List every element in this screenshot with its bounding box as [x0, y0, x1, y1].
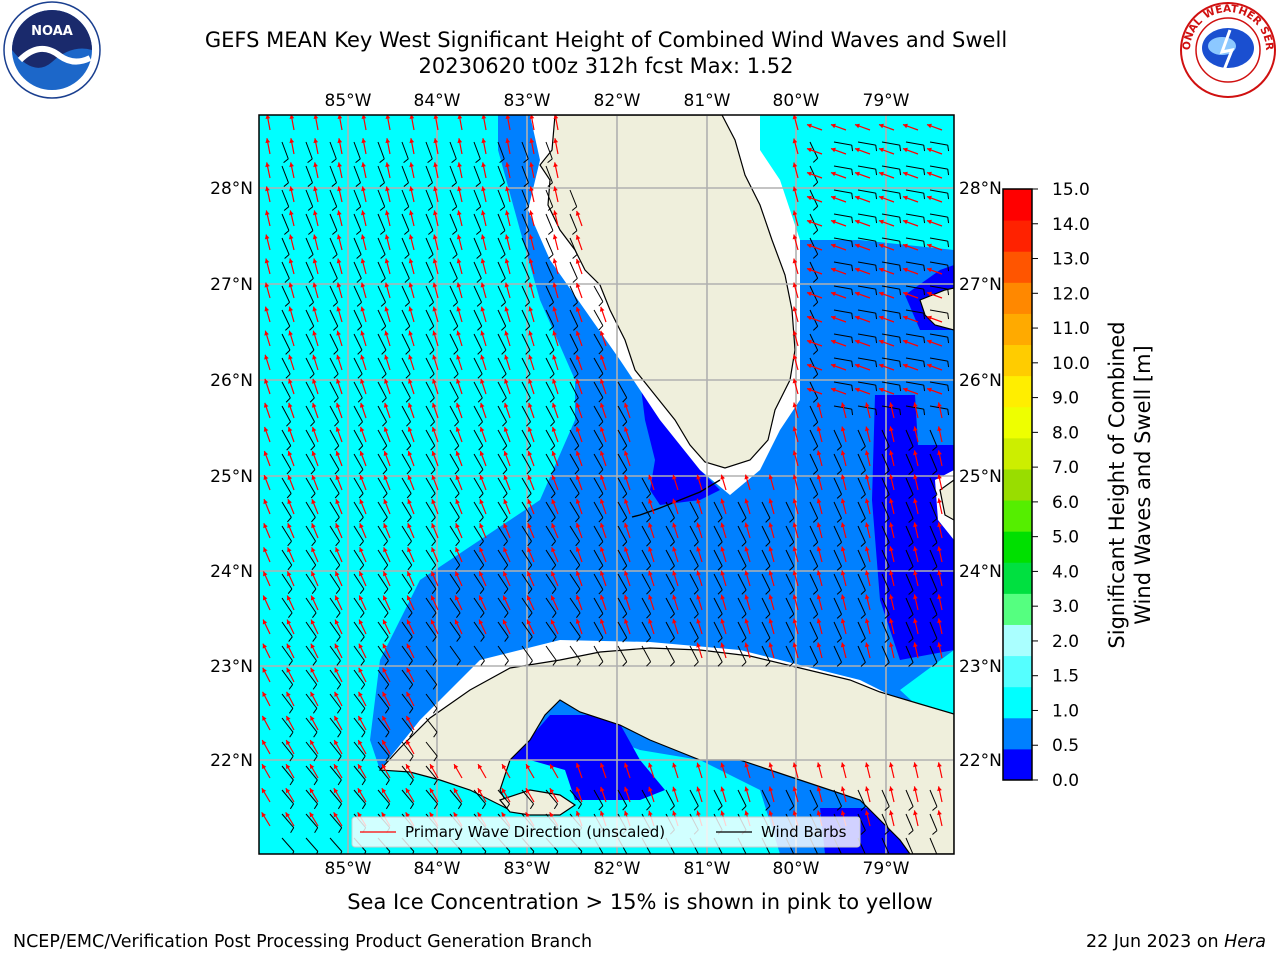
colorbar-tick-label: 1.5 — [1052, 667, 1079, 687]
lon-label-top: 80°W — [773, 91, 820, 111]
colorbar-tick-label: 2.0 — [1052, 632, 1079, 652]
land-isla-de-la-juventud — [498, 789, 577, 816]
lat-label-left: 26°N — [210, 371, 253, 391]
colorbar-tick-label: 11.0 — [1052, 319, 1090, 339]
colorbar-tick-label: 8.0 — [1052, 423, 1079, 443]
lat-label-left: 28°N — [210, 179, 253, 199]
legend-barb-label: Wind Barbs — [761, 823, 847, 841]
lon-label-bottom: 84°W — [414, 859, 461, 879]
colorbar-tick-label: 1.0 — [1052, 701, 1079, 721]
map-legend: Primary Wave Direction (unscaled) Wind B… — [351, 816, 861, 848]
lon-label-bottom: 81°W — [684, 859, 731, 879]
lon-label-top: 79°W — [863, 91, 910, 111]
colorbar-tick-label: 15.0 — [1052, 180, 1090, 200]
footer-host: Hera — [1224, 932, 1266, 952]
lon-label-top: 82°W — [594, 91, 641, 111]
colorbar-tick-label: 13.0 — [1052, 250, 1090, 270]
lon-label-bottom: 85°W — [325, 859, 372, 879]
sea-ice-note: Sea Ice Concentration > 15% is shown in … — [347, 890, 933, 914]
lat-label-right: 24°N — [959, 562, 1002, 582]
map-subtitle: 20230620 t00z 312h fcst Max: 1.52 — [418, 54, 794, 78]
land-bahamas-north — [919, 287, 954, 331]
colorbar-tick-label: 0.5 — [1052, 736, 1079, 756]
nws-logo: NATIONAL WEATHER SERVICE — [1178, 0, 1276, 98]
lon-label-bottom: 79°W — [863, 859, 910, 879]
lon-label-top: 85°W — [325, 91, 372, 111]
colorbar-tick-label: 9.0 — [1052, 389, 1079, 409]
lat-label-left: 24°N — [210, 562, 253, 582]
footer-date-text: 22 Jun 2023 on — [1085, 932, 1225, 952]
lat-label-left: 27°N — [210, 275, 253, 295]
colorbar-tick-label: 10.0 — [1052, 354, 1090, 374]
colorbar-tick-label: 14.0 — [1052, 215, 1090, 235]
footer-credit: NCEP/EMC/Verification Post Processing Pr… — [13, 932, 593, 952]
colorbar-label-line2: Wind Waves and Swell [m] — [1131, 345, 1155, 625]
colorbar-tick-label: 7.0 — [1052, 458, 1079, 478]
colorbar-label-line1: Significant Height of Combined — [1105, 321, 1129, 648]
colorbar: 15.0 14.0 13.0 12.0 11.0 10.0 9.0 8.0 7.0 6.0 5.0 4… — [1002, 180, 1090, 791]
lon-label-bottom: 83°W — [504, 859, 551, 879]
lat-label-right: 25°N — [959, 467, 1002, 487]
lon-label-bottom: 82°W — [594, 859, 641, 879]
noaa-logo: NOAA — [3, 1, 101, 99]
lon-label-top: 81°W — [684, 91, 731, 111]
lat-label-right: 22°N — [959, 751, 1002, 771]
lat-label-right: 26°N — [959, 371, 1002, 391]
sea-field-dark-blue-cuba-south — [500, 715, 665, 800]
lat-label-left: 23°N — [210, 657, 253, 677]
noaa-logo-text: NOAA — [31, 24, 73, 39]
footer-date: 22 Jun 2023 on Hera — [1086, 932, 1266, 952]
lat-label-left: 22°N — [210, 751, 253, 771]
map-title: GEFS MEAN Key West Significant Height of… — [204, 28, 1008, 52]
lat-label-right: 27°N — [959, 275, 1002, 295]
colorbar-tick-label: 0.0 — [1052, 771, 1079, 791]
colorbar-tick-label: 6.0 — [1052, 493, 1079, 513]
land-bahamas-andros — [939, 479, 954, 521]
colorbar-tick-label: 3.0 — [1052, 597, 1079, 617]
land-florida-keys — [631, 479, 721, 518]
lon-label-top: 83°W — [504, 91, 551, 111]
lon-label-bottom: 80°W — [773, 859, 820, 879]
map-frame — [258, 114, 955, 855]
colorbar-tick-label: 12.0 — [1052, 284, 1090, 304]
lon-label-top: 84°W — [414, 91, 461, 111]
lat-label-right: 23°N — [959, 657, 1002, 677]
colorbar-tick-label: 4.0 — [1052, 562, 1079, 582]
lat-label-right: 28°N — [959, 179, 1002, 199]
vector-field — [261, 115, 954, 854]
lat-label-left: 25°N — [210, 467, 253, 487]
colorbar-tick-label: 5.0 — [1052, 528, 1079, 548]
legend-wave-label: Primary Wave Direction (unscaled) — [405, 823, 665, 841]
